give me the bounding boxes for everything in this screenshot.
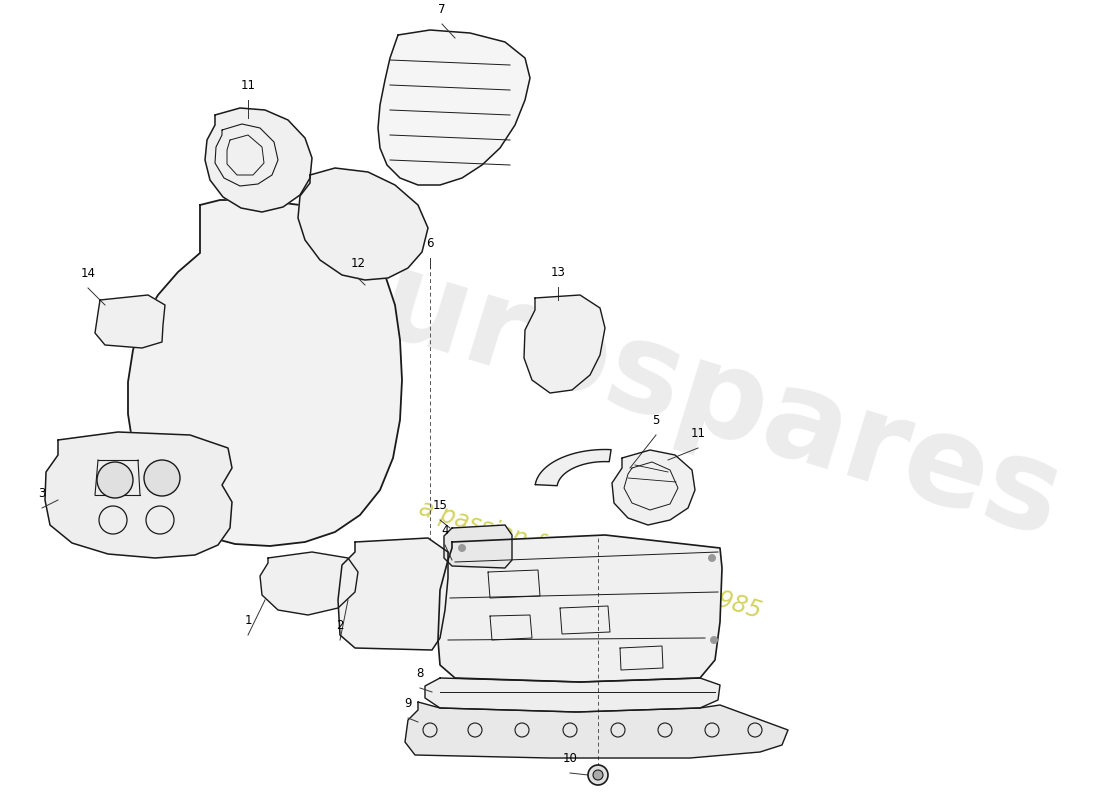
Text: 3: 3 bbox=[39, 487, 46, 500]
Polygon shape bbox=[95, 295, 165, 348]
Text: 6: 6 bbox=[427, 237, 433, 250]
Polygon shape bbox=[612, 450, 695, 525]
Text: 14: 14 bbox=[80, 267, 96, 280]
Polygon shape bbox=[405, 702, 788, 758]
Circle shape bbox=[144, 460, 180, 496]
Polygon shape bbox=[338, 538, 448, 650]
Polygon shape bbox=[298, 168, 428, 280]
Text: 9: 9 bbox=[405, 697, 411, 710]
Text: 12: 12 bbox=[351, 257, 365, 270]
Text: 13: 13 bbox=[551, 266, 565, 279]
Circle shape bbox=[593, 770, 603, 780]
Text: eurospares: eurospares bbox=[285, 217, 1076, 563]
Text: 11: 11 bbox=[241, 79, 255, 92]
Circle shape bbox=[458, 544, 466, 552]
Polygon shape bbox=[438, 535, 722, 682]
Text: 15: 15 bbox=[432, 499, 448, 512]
Polygon shape bbox=[524, 295, 605, 393]
Polygon shape bbox=[425, 678, 720, 712]
Circle shape bbox=[588, 765, 608, 785]
Polygon shape bbox=[536, 450, 612, 486]
Text: 10: 10 bbox=[562, 752, 578, 765]
Circle shape bbox=[97, 462, 133, 498]
Polygon shape bbox=[260, 552, 358, 615]
Text: a passion for parts since 1985: a passion for parts since 1985 bbox=[416, 496, 764, 624]
Text: 7: 7 bbox=[438, 3, 446, 16]
Text: 2: 2 bbox=[337, 619, 343, 632]
Polygon shape bbox=[378, 30, 530, 185]
Polygon shape bbox=[45, 432, 232, 558]
Text: 8: 8 bbox=[416, 667, 424, 680]
Circle shape bbox=[710, 636, 718, 644]
Text: 1: 1 bbox=[244, 614, 252, 627]
Polygon shape bbox=[205, 108, 312, 212]
Polygon shape bbox=[128, 200, 402, 546]
Text: 4: 4 bbox=[441, 524, 449, 537]
Polygon shape bbox=[444, 525, 512, 568]
Text: 11: 11 bbox=[691, 427, 705, 440]
Circle shape bbox=[708, 554, 716, 562]
Text: 5: 5 bbox=[652, 414, 660, 427]
